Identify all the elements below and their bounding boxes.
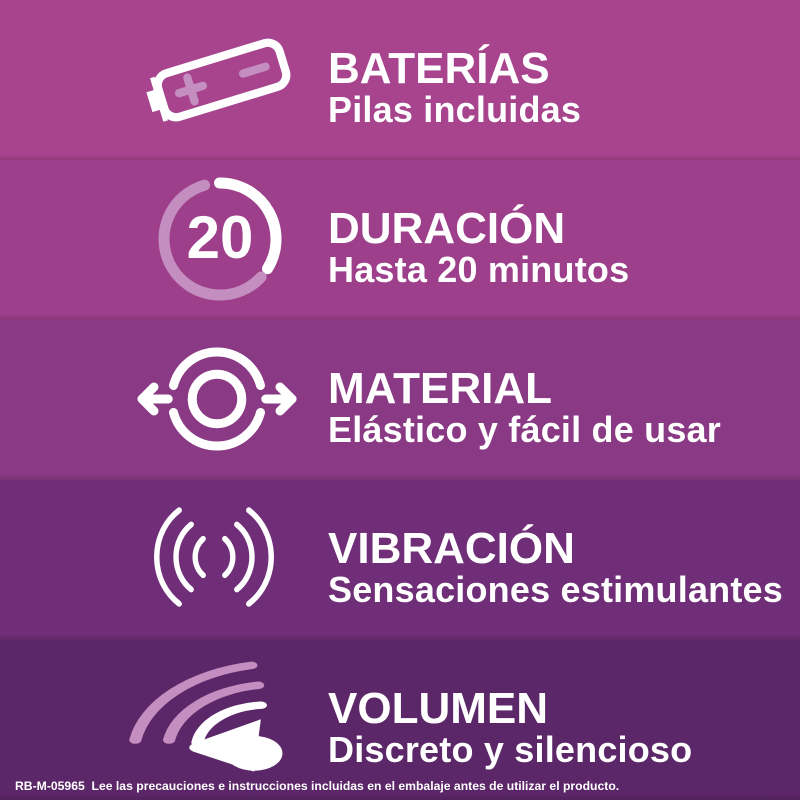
svg-text:20: 20: [187, 204, 254, 271]
